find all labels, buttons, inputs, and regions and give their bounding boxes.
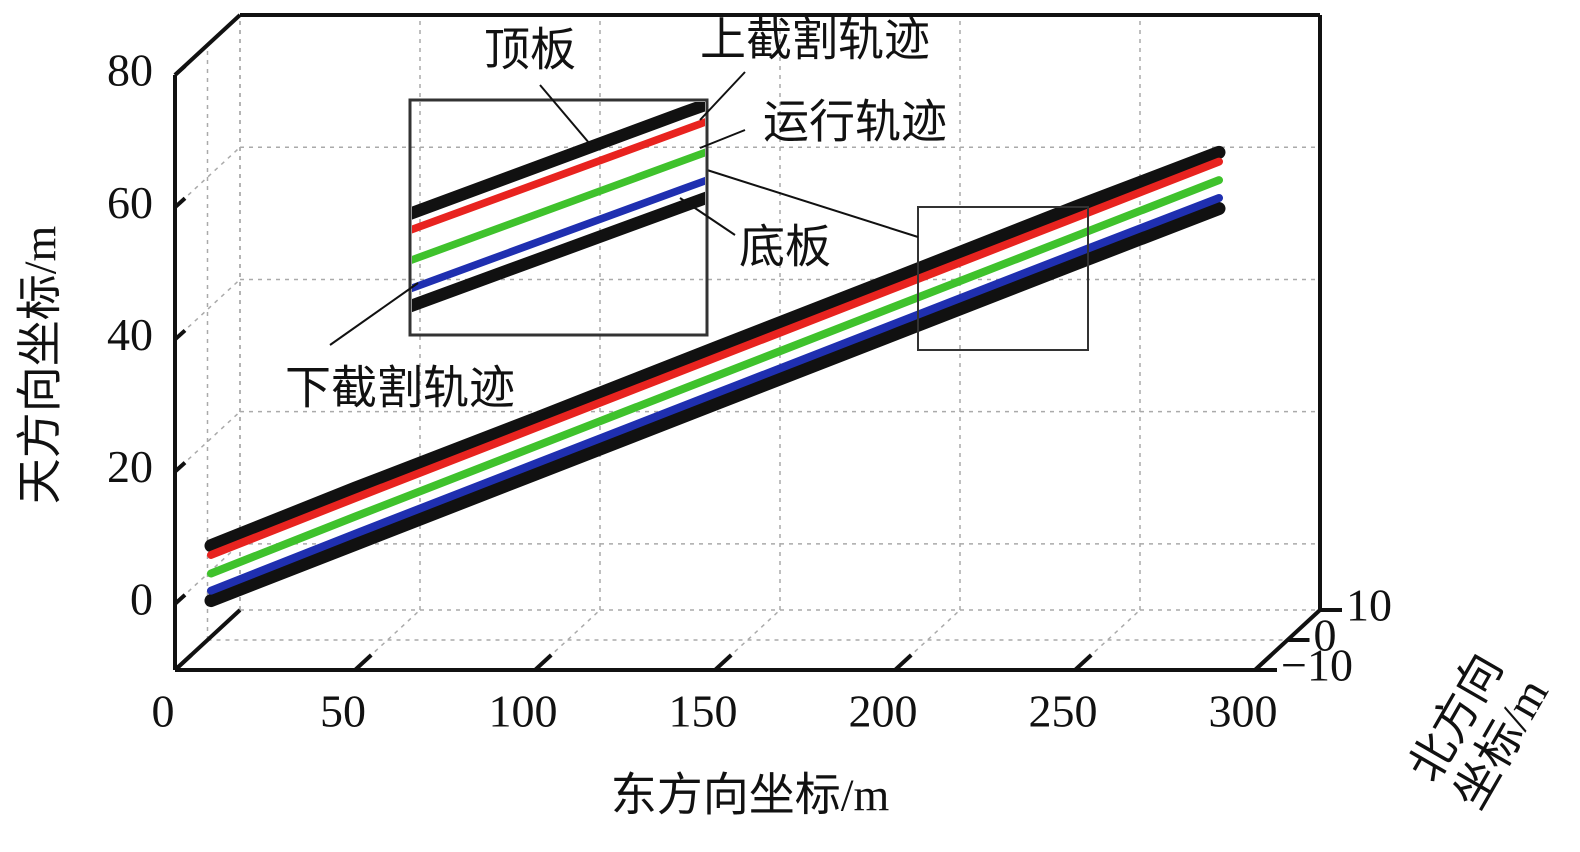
x-tick-label: 0 [152, 686, 175, 737]
labels: 0 50 100 150 200 250 300020406080100−10东方向坐标/m… [15, 15, 1559, 821]
inset-clip [412, 102, 705, 313]
series-line [412, 102, 705, 220]
series-label: 下截割轨迹 [285, 363, 515, 414]
x-tick-label: 200 [849, 686, 918, 737]
tick [173, 328, 187, 341]
series-label: 底板 [739, 222, 831, 273]
y-tick-label: 0 [1314, 610, 1337, 661]
x-tick-label: 50 [320, 686, 366, 737]
z-tick-label: 80 [107, 45, 153, 96]
frame [173, 13, 1342, 672]
tick [1073, 653, 1093, 672]
tick [533, 653, 553, 672]
series-line [207, 193, 1223, 595]
connector [706, 169, 919, 238]
series-line [207, 176, 1223, 578]
z-tick-label: 60 [107, 177, 153, 228]
series-label: 上截割轨迹 [700, 15, 930, 66]
x-tick-label: 300 [1209, 686, 1278, 737]
y-tick-label: −10 [1281, 640, 1353, 691]
tick [893, 653, 913, 672]
leader-line [329, 282, 419, 346]
inset-plot [412, 102, 705, 313]
axis-line [173, 13, 242, 77]
tick [353, 653, 373, 672]
leader-line [539, 84, 596, 151]
grid-line [174, 278, 241, 340]
grid-line [174, 543, 241, 605]
z-axis-label: 天方向坐标/m [15, 226, 66, 505]
grid-line [714, 609, 781, 671]
tick [173, 593, 187, 606]
series-line [412, 176, 705, 293]
tick [1253, 653, 1273, 672]
grid-line [534, 609, 601, 671]
z-tick-label: 0 [130, 573, 153, 624]
tick [713, 653, 733, 672]
x-axis-label: 东方向坐标/m [611, 770, 890, 821]
series-line [412, 191, 705, 313]
z-tick-label: 40 [107, 309, 153, 360]
series-label: 顶板 [484, 25, 576, 76]
leader-line [699, 129, 746, 149]
grid-line [354, 609, 421, 671]
x-tick-label: 250 [1029, 686, 1098, 737]
grid-line [174, 411, 241, 473]
inset [408, 98, 1089, 351]
grid-line [174, 146, 241, 208]
series-line [204, 202, 1226, 608]
series-line [207, 157, 1223, 559]
inset-box [408, 98, 709, 337]
leader-line [679, 197, 736, 236]
series-label: 运行轨迹 [763, 97, 947, 148]
series-line [412, 118, 705, 234]
tick [173, 196, 187, 209]
tick [173, 64, 187, 77]
tick [173, 461, 187, 474]
tick [173, 653, 193, 672]
leader-line [699, 71, 746, 121]
x-tick-label: 100 [489, 686, 558, 737]
zoom-box [917, 206, 1089, 351]
grid-line [894, 609, 961, 671]
z-tick-label: 20 [107, 441, 153, 492]
series-line [412, 148, 705, 264]
grid-line [1074, 609, 1141, 671]
x-tick-label: 150 [669, 686, 738, 737]
y-tick-label: 10 [1346, 580, 1392, 631]
